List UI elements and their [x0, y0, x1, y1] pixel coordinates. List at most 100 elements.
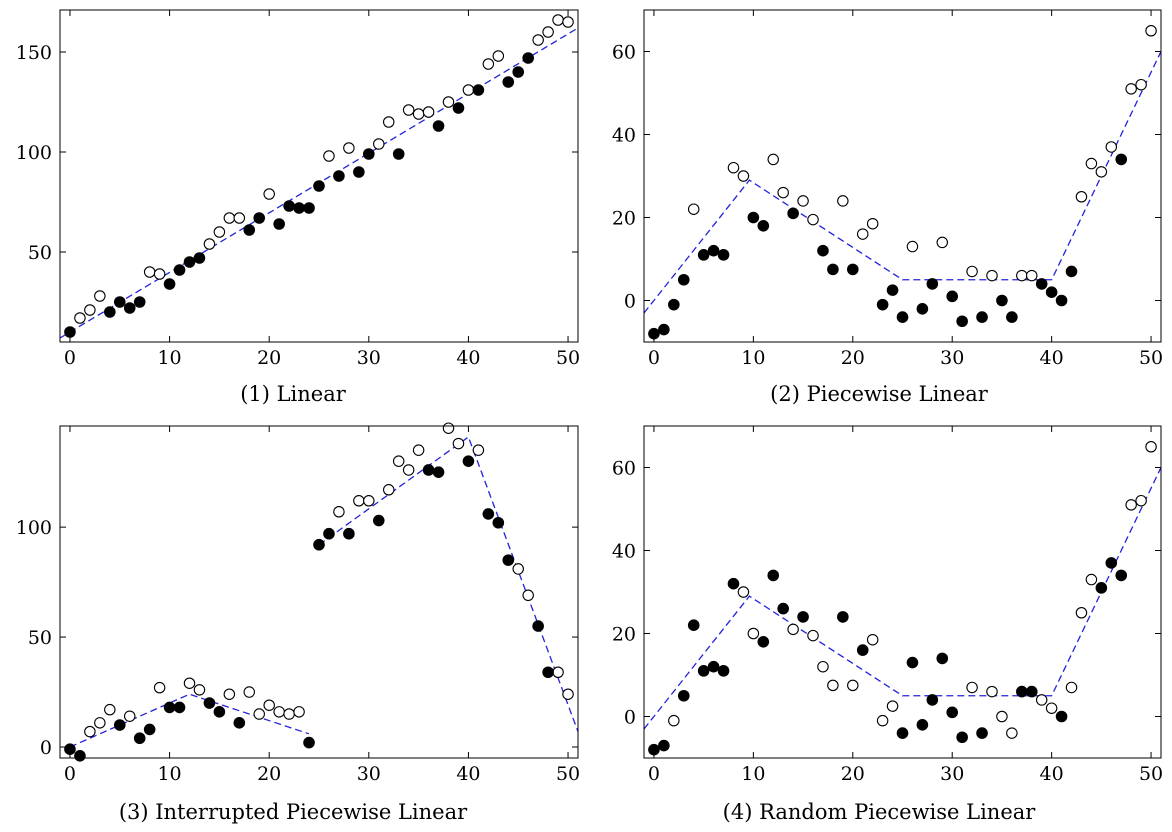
- chart-caption: (4) Random Piecewise Linear: [722, 800, 1036, 824]
- hollow-point: [966, 265, 978, 278]
- hollow-point: [737, 170, 750, 182]
- filled-point: [707, 244, 720, 257]
- x-tick-label: 10: [741, 347, 765, 369]
- x-tick-label: 30: [357, 347, 381, 369]
- filled-point: [687, 619, 700, 631]
- filled-point: [323, 527, 335, 540]
- hollow-point: [263, 188, 275, 200]
- filled-point: [452, 102, 465, 114]
- fit-line: [644, 51, 1161, 314]
- hollow-point: [323, 150, 335, 162]
- y-tick-label: 20: [612, 624, 636, 646]
- filled-point: [956, 315, 968, 328]
- hollow-point: [1016, 269, 1028, 282]
- hollow-point: [452, 437, 465, 450]
- hollow-point: [886, 700, 899, 712]
- fit-line: [318, 435, 578, 732]
- filled-point: [946, 290, 959, 303]
- filled-point: [727, 577, 740, 590]
- hollow-point: [1145, 440, 1157, 453]
- filled-point: [213, 706, 226, 718]
- filled-point: [502, 76, 515, 88]
- filled-point: [856, 644, 869, 656]
- hollow-point: [153, 268, 166, 280]
- hollow-point: [1025, 269, 1038, 282]
- filled-point: [936, 652, 949, 665]
- filled-point: [1055, 710, 1068, 723]
- filled-point: [677, 689, 690, 702]
- filled-point: [1065, 265, 1078, 278]
- filled-point: [482, 508, 495, 520]
- filled-point: [707, 660, 720, 673]
- hollow-point: [412, 444, 425, 456]
- filled-point: [1035, 278, 1048, 290]
- filled-point: [392, 148, 405, 160]
- filled-point: [1055, 294, 1068, 307]
- hollow-point: [203, 238, 216, 250]
- filled-point: [313, 180, 325, 192]
- filled-point: [648, 743, 660, 756]
- hollow-point: [412, 108, 425, 120]
- hollow-point: [1125, 499, 1137, 511]
- y-tick-label: 0: [40, 737, 52, 759]
- hollow-point: [253, 708, 265, 720]
- filled-point: [432, 466, 445, 478]
- hollow-point: [193, 684, 206, 696]
- filled-point: [926, 278, 939, 290]
- y-tick-label: 0: [624, 291, 636, 313]
- filled-point: [1045, 286, 1058, 299]
- hollow-point: [936, 236, 949, 249]
- hollow-point: [906, 240, 919, 253]
- hollow-point: [74, 312, 86, 324]
- filled-point: [976, 311, 988, 323]
- hollow-point: [243, 686, 256, 698]
- hollow-point: [856, 228, 869, 240]
- filled-point: [896, 311, 909, 323]
- chart-caption: (1) Linear: [240, 382, 346, 406]
- hollow-point: [737, 586, 750, 598]
- x-tick-label: 0: [648, 763, 660, 785]
- filled-point: [677, 273, 690, 286]
- filled-point: [787, 207, 799, 220]
- hollow-point: [817, 660, 829, 673]
- hollow-point: [94, 290, 106, 302]
- filled-point: [512, 66, 525, 78]
- filled-point: [777, 602, 789, 615]
- filled-point: [717, 665, 730, 677]
- hollow-point: [747, 627, 760, 640]
- x-tick-label: 40: [1040, 347, 1064, 369]
- filled-point: [104, 306, 116, 318]
- hollow-point: [522, 589, 534, 602]
- chart-panel-piecewise-linear: 0 10 20 30 40 50 0 20 40 60 (2) Piecewise Linear: [586, 0, 1172, 416]
- hollow-point: [552, 14, 564, 26]
- filled-point: [113, 296, 126, 308]
- filled-point: [658, 323, 670, 336]
- hollow-point: [512, 563, 524, 575]
- hollow-point: [402, 464, 415, 476]
- hollow-point: [787, 623, 799, 636]
- hollow-point: [807, 213, 819, 226]
- hollow-point: [462, 84, 475, 96]
- hollow-point: [1145, 24, 1157, 37]
- filled-point: [767, 569, 780, 582]
- filled-point: [976, 727, 988, 739]
- filled-point: [1006, 311, 1018, 323]
- filled-point: [133, 732, 146, 745]
- filled-point: [797, 611, 809, 623]
- hollow-point: [94, 717, 106, 729]
- hollow-point: [1085, 157, 1098, 170]
- hollow-point: [1035, 694, 1048, 706]
- filled-point: [372, 514, 385, 527]
- hollow-point: [293, 706, 305, 718]
- filled-point: [827, 263, 839, 276]
- filled-point: [183, 256, 196, 268]
- filled-point: [133, 296, 146, 308]
- hollow-point: [668, 714, 680, 727]
- chart-interrupted-piecewise-linear: 0 10 20 30 40 50 0 50 100: [16, 422, 580, 785]
- hollow-point: [402, 104, 415, 116]
- hollow-point: [273, 706, 285, 718]
- hollow-point: [827, 679, 839, 692]
- fit-line: [644, 467, 1161, 730]
- y-tick-label: 150: [16, 42, 52, 64]
- y-tick-label: 60: [612, 458, 636, 480]
